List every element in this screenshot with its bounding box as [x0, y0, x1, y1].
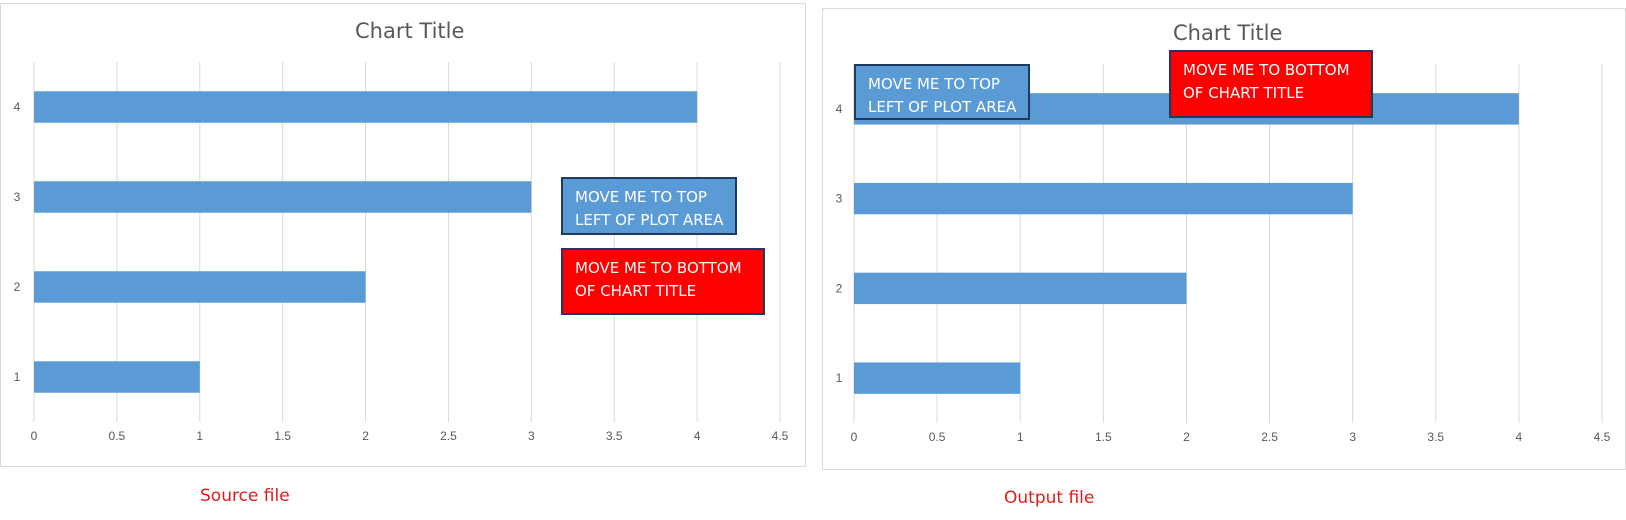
source-chart-panel: Chart Title 0 0.5 1 1.5 2 2.5 3 3.5 4 4.5 1 2 3 4 MOV… [0, 3, 806, 467]
y-tick-label: 3 [14, 190, 21, 204]
textbox-label: MOVE ME TO TOP LEFT OF PLOT AREA [868, 75, 1017, 116]
move-to-plot-area-textbox[interactable]: MOVE ME TO TOP LEFT OF PLOT AREA [854, 64, 1030, 120]
x-tick-label: 2 [1183, 430, 1190, 444]
bar[interactable] [854, 182, 1353, 215]
x-tick-label: 4 [694, 429, 701, 443]
output-chart-panel: Chart Title 0 0.5 1 1.5 2 2.5 3 3.5 4 4.5 1 2 3 4 MOV… [822, 8, 1626, 470]
y-tick-label: 2 [836, 281, 843, 295]
x-tick-label: 1.5 [274, 429, 291, 443]
bar[interactable] [34, 91, 698, 123]
textbox-label: MOVE ME TO BOTTOM OF CHART TITLE [575, 259, 742, 300]
bar[interactable] [34, 181, 532, 213]
x-tick-label: 2 [362, 429, 369, 443]
source-chart-plot: 0 0.5 1 1.5 2 2.5 3 3.5 4 4.5 1 2 3 4 [14, 62, 789, 443]
move-to-title-textbox[interactable]: MOVE ME TO BOTTOM OF CHART TITLE [1169, 50, 1373, 118]
move-to-plot-area-textbox[interactable]: MOVE ME TO TOP LEFT OF PLOT AREA [561, 177, 737, 235]
y-tick-label: 1 [836, 371, 843, 385]
x-tick-label: 2.5 [1261, 430, 1278, 444]
output-file-caption: Output file [1004, 488, 1095, 508]
x-tick-label: 0 [31, 429, 38, 443]
chart-title[interactable]: Chart Title [1173, 21, 1283, 45]
x-tick-label: 0.5 [109, 429, 126, 443]
x-tick-label: 1 [196, 429, 203, 443]
bar[interactable] [854, 272, 1187, 305]
x-tick-label: 2.5 [440, 429, 457, 443]
x-tick-label: 1 [1017, 430, 1024, 444]
bar[interactable] [34, 271, 366, 303]
textbox-label: MOVE ME TO BOTTOM OF CHART TITLE [1183, 61, 1350, 102]
y-tick-label: 1 [14, 370, 21, 384]
x-tick-label: 3.5 [606, 429, 623, 443]
x-tick-label: 1.5 [1095, 430, 1112, 444]
move-to-title-textbox[interactable]: MOVE ME TO BOTTOM OF CHART TITLE [561, 248, 765, 315]
x-tick-label: 4 [1516, 430, 1523, 444]
y-tick-label: 3 [836, 192, 843, 206]
y-tick-label: 2 [14, 280, 21, 294]
x-tick-label: 4.5 [772, 429, 789, 443]
bar[interactable] [854, 362, 1021, 394]
x-tick-label: 0 [851, 430, 858, 444]
x-tick-label: 4.5 [1594, 430, 1611, 444]
x-tick-label: 3 [528, 429, 535, 443]
x-tick-label: 3.5 [1427, 430, 1444, 444]
y-tick-label: 4 [14, 100, 21, 114]
source-file-caption: Source file [200, 486, 290, 506]
textbox-label: MOVE ME TO TOP LEFT OF PLOT AREA [575, 188, 724, 229]
bar[interactable] [34, 361, 200, 393]
x-tick-label: 0.5 [929, 430, 946, 444]
y-tick-label: 4 [836, 102, 843, 116]
x-tick-label: 3 [1349, 430, 1356, 444]
chart-title[interactable]: Chart Title [355, 19, 465, 43]
